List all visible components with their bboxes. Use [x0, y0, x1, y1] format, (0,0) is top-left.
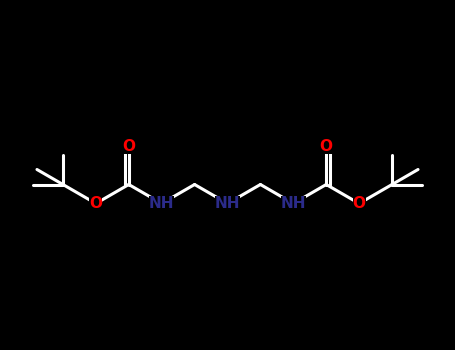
Text: NH: NH [215, 196, 240, 211]
Text: O: O [320, 139, 333, 154]
Text: O: O [89, 196, 102, 211]
Text: NH: NH [281, 196, 306, 211]
Text: O: O [353, 196, 366, 211]
Text: NH: NH [149, 196, 174, 211]
Text: O: O [122, 139, 135, 154]
